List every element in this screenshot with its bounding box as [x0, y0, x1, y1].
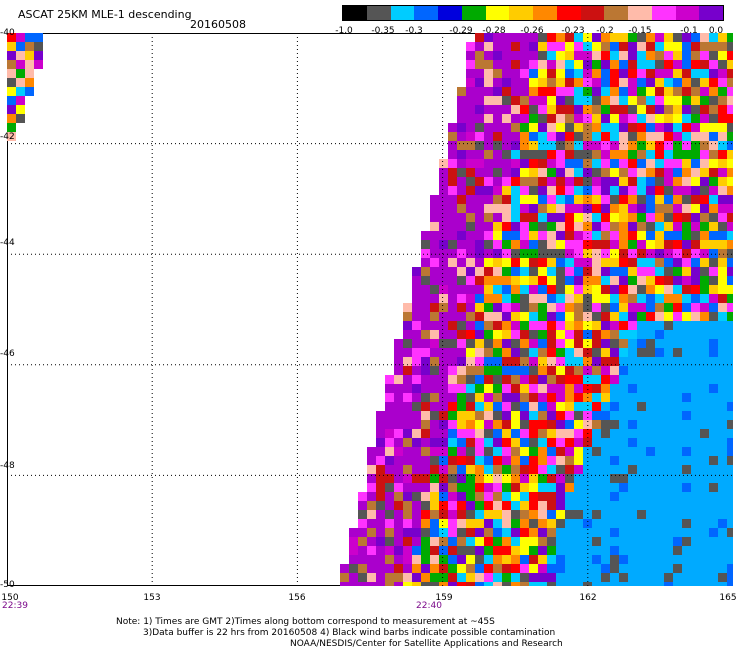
lat-label: -42: [0, 132, 15, 142]
color-scale-swatch: [533, 6, 557, 20]
footnote-line-2: 3)Data buffer is 22 hrs from 20160508 4)…: [143, 628, 556, 638]
lon-label: 162: [579, 593, 597, 603]
color-scale-label: 0.0: [708, 26, 724, 36]
lon-label: 159: [435, 593, 453, 603]
color-scale-swatch: [485, 6, 510, 20]
time-label: 22:39: [2, 601, 28, 611]
lon-label: 165: [719, 593, 737, 603]
lon-label: 156: [288, 593, 306, 603]
color-scale-swatch: [390, 6, 415, 20]
color-scale-swatch: [580, 6, 605, 20]
color-scale-swatch: [651, 6, 676, 20]
swath-cells: [7, 33, 733, 586]
color-scale-swatch: [604, 6, 628, 20]
color-scale-swatch: [343, 6, 367, 20]
color-scale-swatch: [628, 6, 652, 20]
color-scale-label: -0.15: [628, 26, 652, 36]
color-scale-swatch: [556, 6, 581, 20]
lat-label: -50: [0, 580, 15, 590]
color-scale-swatch: [675, 6, 700, 20]
color-scale-bar: [342, 5, 724, 21]
color-scale-label: -0.2: [596, 26, 614, 36]
lat-label: -44: [0, 238, 15, 248]
color-scale-swatch: [509, 6, 533, 20]
lat-label: -46: [0, 349, 15, 359]
color-scale-swatch: [699, 6, 723, 20]
lat-label: -48: [0, 461, 15, 471]
product-title: ASCAT 25KM MLE-1 descending: [18, 8, 192, 21]
color-scale-label: -0.35: [371, 26, 395, 36]
lat-label: -40: [0, 28, 15, 38]
lon-label: 150: [1, 593, 19, 603]
color-scale-swatch: [438, 6, 462, 20]
color-scale-label: -0.26: [520, 26, 544, 36]
footnote-credit: NOAA/NESDIS/Center for Satellite Applica…: [290, 639, 563, 649]
lon-label: 153: [143, 593, 161, 603]
color-scale-label: -0.23: [561, 26, 585, 36]
color-scale-label: -0.3: [405, 26, 423, 36]
color-scale-label: -0.29: [449, 26, 473, 36]
swath-map: [7, 33, 733, 586]
time-label: 22:40: [416, 601, 442, 611]
product-date: 20160508: [190, 18, 246, 31]
footnote-line-1: Note: 1) Times are GMT 2)Times along bot…: [116, 617, 495, 627]
color-scale-swatch: [414, 6, 438, 20]
color-scale-label: -0.1: [680, 26, 698, 36]
color-scale-swatch: [366, 6, 391, 20]
swath-map-canvas: [7, 33, 733, 586]
color-scale-label: -1.0: [335, 26, 353, 36]
color-scale-label: -0.28: [482, 26, 506, 36]
graticule: [7, 33, 733, 586]
color-scale-swatch: [461, 6, 486, 20]
